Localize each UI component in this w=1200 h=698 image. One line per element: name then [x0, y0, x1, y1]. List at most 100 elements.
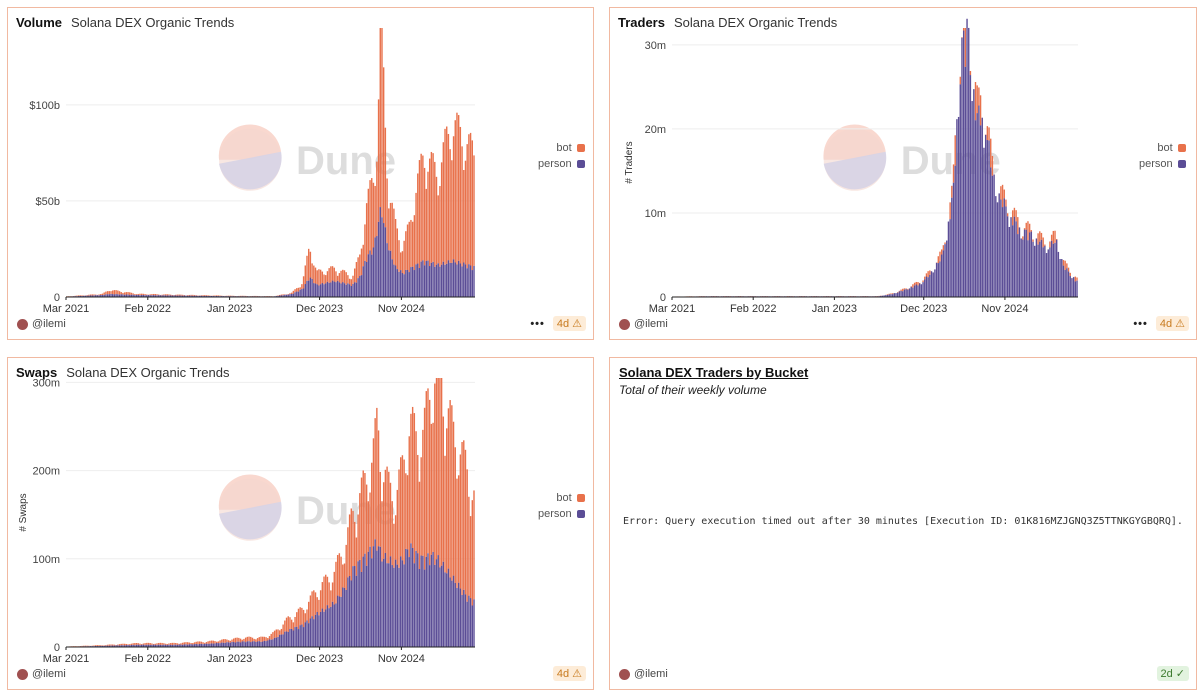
bar-bot[interactable]: [386, 178, 388, 244]
bar-person[interactable]: [885, 295, 887, 297]
bar-person[interactable]: [940, 254, 943, 297]
bar-bot[interactable]: [1039, 231, 1041, 242]
bar-person[interactable]: [186, 295, 189, 297]
bar-bot[interactable]: [81, 645, 83, 647]
bar-bot[interactable]: [410, 219, 412, 268]
bar-person[interactable]: [342, 282, 344, 297]
bar-person[interactable]: [267, 640, 269, 647]
bar-bot[interactable]: [94, 645, 97, 647]
bar-bot[interactable]: [357, 257, 359, 279]
bar-person[interactable]: [449, 577, 451, 647]
bar-person[interactable]: [176, 295, 179, 297]
bar-person[interactable]: [151, 644, 153, 647]
bar-person[interactable]: [158, 644, 160, 647]
bar-bot[interactable]: [389, 482, 392, 557]
bar-bot[interactable]: [151, 294, 153, 296]
bar-person[interactable]: [377, 221, 380, 297]
bar-person[interactable]: [280, 634, 283, 647]
bar-person[interactable]: [190, 644, 192, 647]
bar-bot[interactable]: [229, 640, 232, 643]
bar-bot[interactable]: [233, 638, 235, 643]
bar-person[interactable]: [137, 294, 139, 297]
legend-person[interactable]: person: [1139, 156, 1186, 172]
bar-person[interactable]: [299, 625, 301, 647]
bar-bot[interactable]: [978, 87, 980, 106]
bar-bot[interactable]: [279, 630, 281, 635]
bar-person[interactable]: [984, 134, 987, 297]
bar-person[interactable]: [290, 628, 293, 647]
bar-person[interactable]: [1020, 238, 1022, 297]
bar-person[interactable]: [908, 288, 911, 297]
bar-person[interactable]: [461, 595, 463, 647]
bar-bot[interactable]: [340, 270, 342, 284]
bar-bot[interactable]: [265, 637, 267, 642]
bar-bot[interactable]: [299, 607, 301, 626]
bar-person[interactable]: [321, 608, 324, 647]
bar-person[interactable]: [289, 628, 291, 647]
bar-bot[interactable]: [301, 607, 303, 625]
bar-bot[interactable]: [326, 576, 329, 606]
bar-bot[interactable]: [246, 636, 249, 642]
bar-person[interactable]: [1013, 216, 1016, 297]
bar-person[interactable]: [382, 223, 385, 297]
bar-bot[interactable]: [207, 295, 209, 296]
bar-person[interactable]: [350, 286, 352, 297]
bar-bot[interactable]: [117, 644, 119, 646]
bar-bot[interactable]: [251, 637, 254, 642]
bar-bot[interactable]: [466, 469, 468, 602]
bar-person[interactable]: [937, 263, 939, 297]
bar-bot[interactable]: [331, 266, 334, 281]
bar-person[interactable]: [422, 260, 424, 297]
bar-person[interactable]: [193, 295, 196, 297]
bar-bot[interactable]: [236, 637, 238, 642]
bar-bot[interactable]: [122, 643, 124, 646]
bar-bot[interactable]: [302, 609, 305, 628]
bar-person[interactable]: [1050, 240, 1053, 297]
bar-person[interactable]: [185, 295, 187, 297]
bar-bot[interactable]: [186, 295, 189, 296]
bar-bot[interactable]: [255, 639, 257, 642]
bar-person[interactable]: [185, 644, 187, 647]
bar-bot[interactable]: [1067, 267, 1070, 272]
bar-bot[interactable]: [335, 561, 337, 604]
bar-person[interactable]: [898, 291, 901, 297]
bar-bot[interactable]: [183, 642, 185, 645]
bar-bot[interactable]: [432, 153, 434, 262]
bar-person[interactable]: [381, 217, 383, 297]
bar-bot[interactable]: [173, 642, 175, 645]
bar-person[interactable]: [925, 276, 928, 297]
bar-person[interactable]: [1056, 239, 1058, 297]
bar-person[interactable]: [101, 645, 104, 647]
bar-person[interactable]: [393, 264, 395, 297]
bar-person[interactable]: [209, 295, 211, 297]
bar-person[interactable]: [451, 262, 453, 297]
bar-bot[interactable]: [154, 643, 157, 645]
bar-bot[interactable]: [408, 221, 410, 273]
bar-person[interactable]: [219, 643, 221, 647]
bar-bot[interactable]: [391, 501, 393, 566]
bar-bot[interactable]: [219, 295, 221, 297]
bar-bot[interactable]: [925, 273, 928, 277]
bar-person[interactable]: [233, 642, 235, 647]
bar-person[interactable]: [178, 295, 180, 297]
bar-person[interactable]: [129, 294, 131, 297]
bar-bot[interactable]: [284, 620, 286, 632]
bar-person[interactable]: [161, 295, 163, 297]
bar-person[interactable]: [113, 294, 116, 297]
bar-bot[interactable]: [384, 127, 387, 228]
bar-person[interactable]: [971, 101, 973, 298]
bar-bot[interactable]: [447, 408, 450, 569]
bar-bot[interactable]: [468, 496, 470, 596]
bar-person[interactable]: [309, 277, 312, 297]
bar-bot[interactable]: [954, 135, 956, 166]
bar-bot[interactable]: [454, 120, 456, 263]
bar-bot[interactable]: [442, 142, 445, 262]
bar-person[interactable]: [331, 601, 334, 647]
bar-bot[interactable]: [188, 642, 191, 645]
bar-person[interactable]: [325, 609, 327, 647]
bar-bot[interactable]: [127, 292, 129, 295]
bar-person[interactable]: [296, 291, 298, 297]
bar-bot[interactable]: [122, 292, 124, 295]
bar-person[interactable]: [118, 645, 121, 647]
bar-person[interactable]: [318, 285, 320, 297]
